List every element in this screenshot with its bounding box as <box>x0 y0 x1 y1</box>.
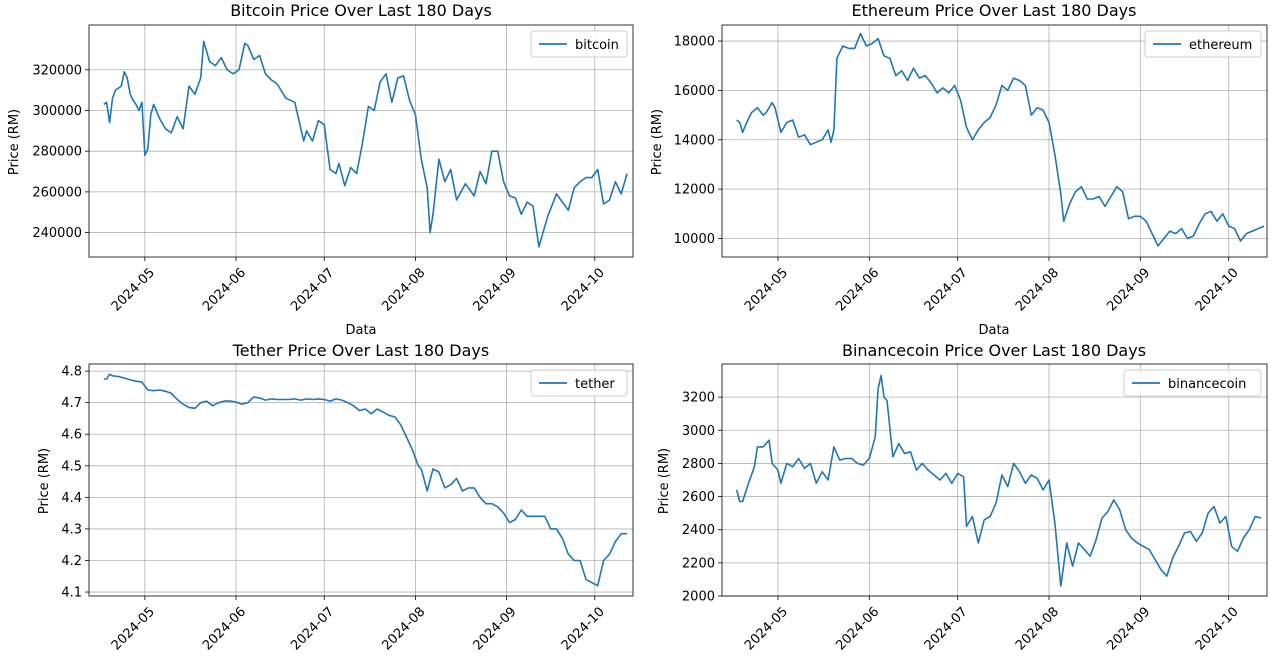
tether-x-tick-label: 2024-08 <box>379 604 428 653</box>
ethereum-y-tick-label: 10000 <box>674 232 715 247</box>
ethereum-y-tick-label: 14000 <box>674 133 715 148</box>
bitcoin-y-tick-label: 300000 <box>32 104 82 119</box>
binancecoin-y-tick-label: 2400 <box>682 523 715 538</box>
tether-axes-frame <box>88 363 634 597</box>
ethereum-y-tick-label: 12000 <box>674 183 715 198</box>
binancecoin-chart-title: Binancecoin Price Over Last 180 Days <box>842 341 1146 360</box>
binancecoin-price-line <box>735 374 1262 587</box>
bitcoin-x-tick-label: 2024-08 <box>379 265 428 314</box>
tether-plot-area: 2024-05 2024-06 2024-07 2024-08 2024-09 2024-… <box>61 363 634 653</box>
bitcoin-plot-area: 2024-05 2024-06 2024-07 2024-08 2024-09 2024-… <box>32 24 634 314</box>
tether-price-line <box>103 373 628 587</box>
tether-y-tick-label: 4.4 <box>61 491 82 506</box>
bitcoin-x-axis-label: Data <box>345 323 376 338</box>
ethereum-x-tick-label: 2024-09 <box>1104 265 1153 314</box>
ethereum-y-axis-label: Price (RM) <box>650 109 665 175</box>
bitcoin-legend-label: bitcoin <box>575 38 619 53</box>
binancecoin-y-tick-label: 2800 <box>682 457 715 472</box>
binancecoin-legend-box <box>1123 369 1262 397</box>
bitcoin-x-tick-label: 2024-10 <box>559 265 608 314</box>
tether-y-tick-label: 4.8 <box>61 365 82 380</box>
binancecoin-y-tick-label: 2200 <box>682 556 715 571</box>
tether-y-tick-label: 4.2 <box>61 554 82 569</box>
ethereum-x-tick-label: 2024-10 <box>1193 265 1242 314</box>
binancecoin-x-tick-label: 2024-10 <box>1193 604 1242 653</box>
binancecoin-x-tick-label: 2024-06 <box>833 604 882 653</box>
ethereum-price-line <box>736 32 1265 247</box>
tether-x-tick-label: 2024-09 <box>471 604 520 653</box>
ethereum-x-tick-label: 2024-06 <box>833 265 882 314</box>
ethereum-y-tick-label: 16000 <box>674 84 715 99</box>
bitcoin-x-tick-label: 2024-05 <box>109 265 158 314</box>
bitcoin-y-tick-label: 260000 <box>32 185 82 200</box>
binancecoin-y-tick-label: 3000 <box>682 424 715 439</box>
bitcoin-axes-frame <box>88 24 634 258</box>
ethereum-legend-box <box>1144 30 1262 58</box>
binancecoin-x-tick-label: 2024-05 <box>742 604 791 653</box>
bitcoin-chart-panel: Bitcoin Price Over Last 180 Days Data Pr… <box>7 1 634 338</box>
tether-y-tick-label: 4.3 <box>61 522 82 537</box>
bitcoin-x-tick-label: 2024-07 <box>288 265 337 314</box>
bitcoin-legend-box <box>530 30 628 58</box>
ethereum-chart-panel: Ethereum Price Over Last 180 Days Data P… <box>650 1 1268 338</box>
tether-y-axis-label: Price (RM) <box>37 448 52 514</box>
binancecoin-x-tick-label: 2024-08 <box>1013 604 1062 653</box>
bitcoin-x-tick-label: 2024-09 <box>471 265 520 314</box>
tether-y-tick-label: 4.5 <box>61 459 82 474</box>
binancecoin-x-tick-label: 2024-09 <box>1104 604 1153 653</box>
ethereum-chart-title: Ethereum Price Over Last 180 Days <box>852 1 1137 20</box>
bitcoin-y-tick-label: 240000 <box>32 226 82 241</box>
tether-legend-label: tether <box>575 377 615 392</box>
bitcoin-price-line <box>103 40 628 248</box>
tether-chart-panel: Tether Price Over Last 180 Days Price (R… <box>37 341 634 653</box>
bitcoin-chart-title: Bitcoin Price Over Last 180 Days <box>230 1 492 20</box>
ethereum-legend-label: ethereum <box>1189 38 1252 53</box>
bitcoin-x-tick-label: 2024-06 <box>200 265 249 314</box>
tether-x-tick-label: 2024-05 <box>109 604 158 653</box>
tether-x-tick-label: 2024-10 <box>559 604 608 653</box>
bitcoin-y-tick-label: 280000 <box>32 145 82 160</box>
binancecoin-y-axis-label: Price (RM) <box>657 448 672 514</box>
binancecoin-x-tick-label: 2024-07 <box>922 604 971 653</box>
tether-x-tick-label: 2024-06 <box>200 604 249 653</box>
tether-y-tick-label: 4.1 <box>61 586 82 601</box>
binancecoin-chart-panel: Binancecoin Price Over Last 180 Days Pri… <box>657 341 1268 653</box>
tether-chart-title: Tether Price Over Last 180 Days <box>232 341 489 360</box>
binancecoin-y-tick-label: 2600 <box>682 490 715 505</box>
ethereum-x-axis-label: Data <box>978 323 1009 338</box>
tether-x-tick-label: 2024-07 <box>288 604 337 653</box>
bitcoin-y-tick-label: 320000 <box>32 63 82 78</box>
ethereum-y-tick-label: 18000 <box>674 35 715 50</box>
binancecoin-y-tick-label: 3200 <box>682 391 715 406</box>
binancecoin-y-tick-label: 2000 <box>682 590 715 605</box>
binancecoin-plot-area: 2024-05 2024-06 2024-07 2024-08 2024-09 2024-… <box>682 363 1268 653</box>
tether-y-tick-label: 4.6 <box>61 428 82 443</box>
ethereum-x-tick-label: 2024-07 <box>922 265 971 314</box>
ethereum-plot-area: 2024-05 2024-06 2024-07 2024-08 2024-09 2024-… <box>674 24 1268 314</box>
binancecoin-axes-frame <box>721 363 1268 597</box>
ethereum-x-tick-label: 2024-08 <box>1013 265 1062 314</box>
ethereum-axes-frame <box>721 24 1268 258</box>
binancecoin-legend-label: binancecoin <box>1168 377 1246 392</box>
ethereum-x-tick-label: 2024-05 <box>742 265 791 314</box>
tether-y-tick-label: 4.7 <box>61 396 82 411</box>
bitcoin-y-axis-label: Price (RM) <box>7 109 22 175</box>
tether-legend-box <box>530 369 628 397</box>
